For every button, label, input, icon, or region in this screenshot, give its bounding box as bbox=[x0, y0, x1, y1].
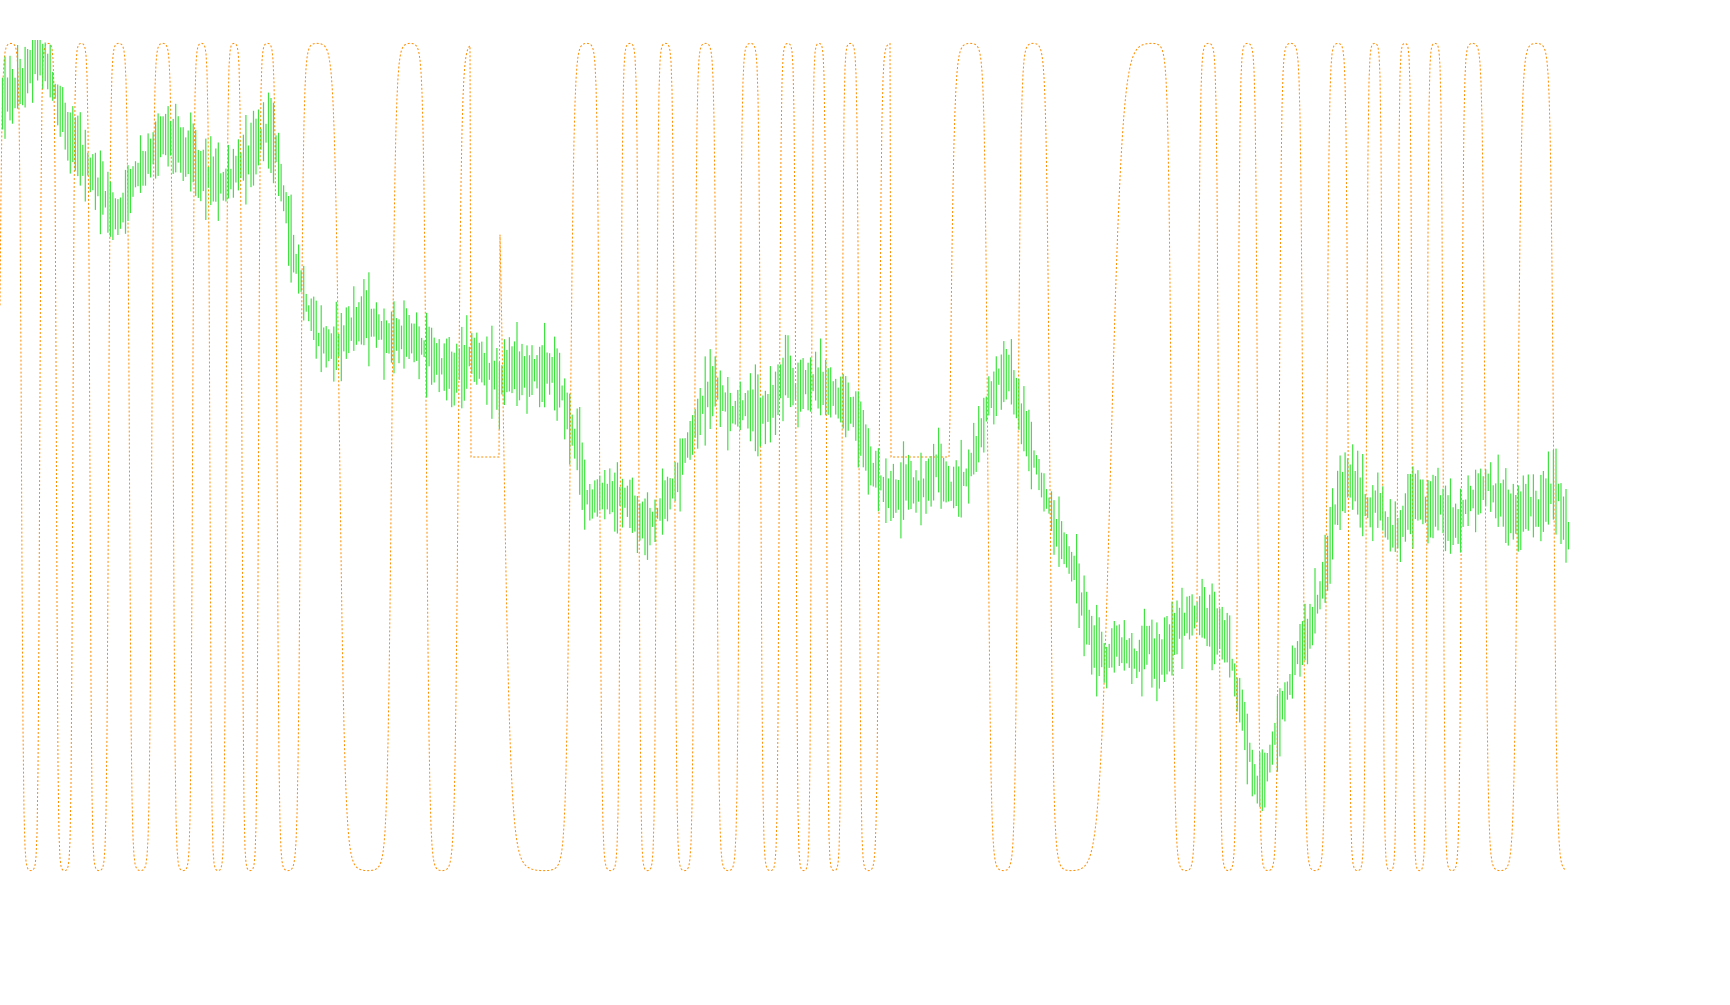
oscillator-series bbox=[0, 42, 1567, 872]
price-series bbox=[1, 40, 1570, 811]
oscillator-line bbox=[0, 42, 1567, 872]
